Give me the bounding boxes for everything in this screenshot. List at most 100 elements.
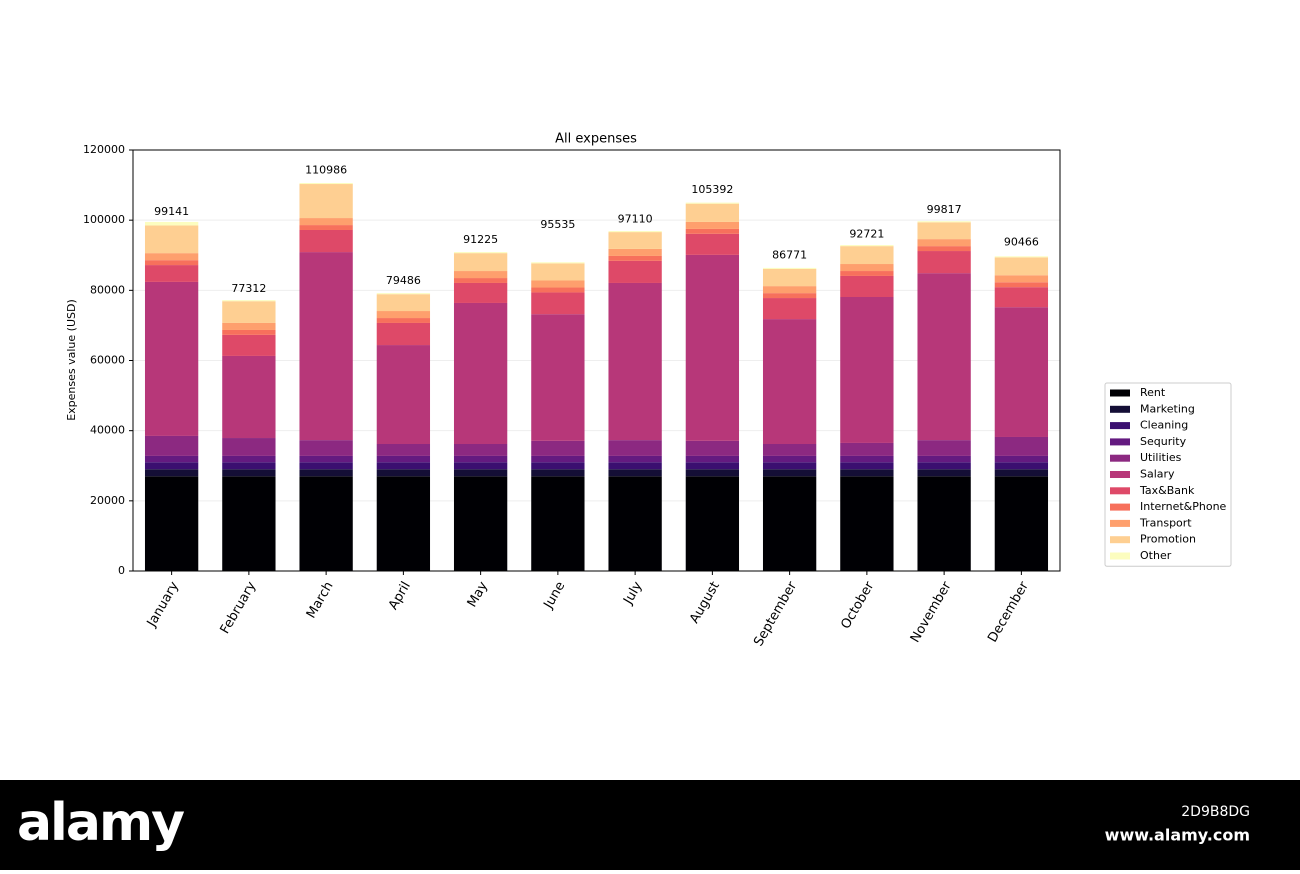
bar-segment xyxy=(376,311,431,319)
total-label: 95535 xyxy=(540,218,575,231)
bar-segment xyxy=(299,252,353,441)
bar-segment xyxy=(531,455,585,463)
bar-segment xyxy=(299,182,353,185)
watermark-id: 2D9B8DG xyxy=(1181,804,1250,820)
bar-segment xyxy=(762,298,817,320)
x-tick-label: September xyxy=(751,579,800,649)
x-tick-label: May xyxy=(465,579,492,610)
bar-segment xyxy=(531,469,585,477)
bar-segment xyxy=(917,476,971,571)
bar-segment xyxy=(994,462,1049,470)
bar-segment xyxy=(608,469,662,477)
x-tick-label: April xyxy=(386,579,414,612)
bar-segment xyxy=(222,438,276,456)
legend-swatch xyxy=(1110,519,1130,527)
bar-segment xyxy=(144,225,199,254)
total-label: 110986 xyxy=(305,164,347,177)
bar-segment xyxy=(917,462,971,470)
bar-segment xyxy=(222,300,276,302)
total-label: 99817 xyxy=(927,203,962,216)
bar-segment xyxy=(994,469,1049,477)
bar-segment xyxy=(608,260,662,283)
bar-segment xyxy=(762,476,817,571)
bar-segment xyxy=(453,469,508,477)
bar-segment xyxy=(994,257,1049,276)
bar-segment xyxy=(222,322,276,330)
plot-frame xyxy=(132,149,1061,572)
bar-segment xyxy=(222,469,276,477)
bar-segment xyxy=(376,294,431,312)
bar-segment xyxy=(762,469,817,477)
legend-swatch xyxy=(1110,405,1130,413)
legend-label: Rent xyxy=(1140,386,1166,399)
bar-segment xyxy=(762,443,817,456)
y-tick-label: 20000 xyxy=(90,494,125,507)
y-tick-label: 100000 xyxy=(83,213,125,226)
bar-segment xyxy=(376,443,431,456)
legend-label: Promotion xyxy=(1140,533,1196,546)
bar-segment xyxy=(608,248,662,256)
bar-segment xyxy=(840,275,894,297)
bar-segment xyxy=(762,462,817,470)
bar-segment xyxy=(994,436,1049,456)
bar-segment xyxy=(453,462,508,470)
bar-segment xyxy=(531,476,585,571)
bar-segment xyxy=(531,314,585,441)
x-tick-label: November xyxy=(908,579,955,646)
bar-segment xyxy=(762,319,817,444)
bar-segment xyxy=(608,455,662,463)
bar-segment xyxy=(531,280,585,288)
bar-segment xyxy=(917,440,971,456)
bar-segment xyxy=(453,252,508,254)
bar-segment xyxy=(840,476,894,571)
bar-segment xyxy=(453,455,508,463)
bar-segment xyxy=(685,221,740,229)
total-label: 99141 xyxy=(154,205,189,218)
legend-label: Sequrity xyxy=(1140,435,1187,448)
bar-segment xyxy=(299,229,353,253)
bar-segment xyxy=(840,455,894,463)
bar-segment xyxy=(685,440,740,456)
bar-segment xyxy=(685,202,740,204)
total-label: 77312 xyxy=(231,282,266,295)
bar-segment xyxy=(685,233,740,255)
legend-frame xyxy=(1104,382,1232,567)
x-tick-label: January xyxy=(144,579,182,630)
bar-segment xyxy=(840,271,894,276)
y-axis-label: Expenses value (USD) xyxy=(65,299,78,421)
bar-segment xyxy=(840,245,894,247)
bar-segment xyxy=(144,221,199,226)
x-tick-label: August xyxy=(687,579,723,626)
bar-segment xyxy=(376,345,431,444)
bar-segment xyxy=(144,260,199,266)
bar-segment xyxy=(608,282,662,441)
bar-segment xyxy=(994,275,1049,283)
x-tick-label: July xyxy=(620,579,645,608)
bar-segment xyxy=(299,184,353,219)
bar-segment xyxy=(299,462,353,470)
bar-segment xyxy=(299,476,353,571)
watermark-banner xyxy=(0,780,1300,870)
bar-segment xyxy=(376,455,431,463)
total-label: 97110 xyxy=(618,212,653,225)
bar-segment xyxy=(917,246,971,252)
bar-segment xyxy=(685,455,740,463)
legend-label: Salary xyxy=(1140,468,1175,481)
bar-segment xyxy=(531,263,585,281)
bar-segment xyxy=(144,462,199,470)
bar-segment xyxy=(453,302,508,444)
bar-segment xyxy=(608,440,662,456)
bar-segment xyxy=(608,231,662,233)
y-tick-label: 60000 xyxy=(90,354,125,367)
bar-segment xyxy=(840,462,894,470)
legend-label: Utilities xyxy=(1140,451,1182,464)
bar-segment xyxy=(222,355,276,439)
bar-segment xyxy=(376,322,431,346)
bar-segment xyxy=(222,476,276,571)
bar-segment xyxy=(453,476,508,571)
total-label: 90466 xyxy=(1004,236,1039,249)
bar-segment xyxy=(453,443,508,456)
bar-segment xyxy=(840,246,894,265)
bar-segment xyxy=(840,296,894,443)
legend-swatch xyxy=(1110,503,1130,511)
